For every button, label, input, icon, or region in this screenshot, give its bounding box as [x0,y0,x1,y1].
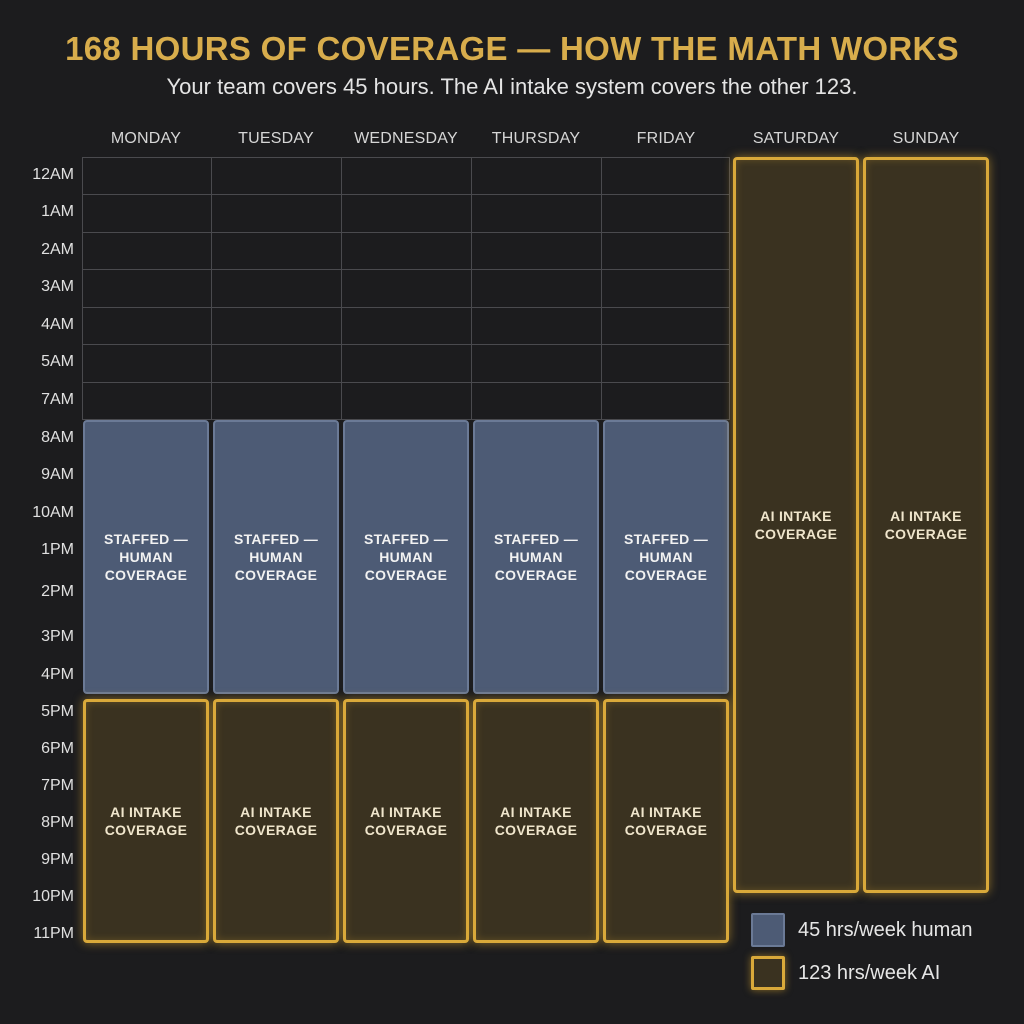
time-label: 4PM [41,666,74,683]
time-label: 2PM [41,583,74,600]
time-label: 10PM [32,888,74,905]
grid-line [601,157,602,420]
grid-line [82,344,730,345]
page-subtitle: Your team covers 45 hours. The AI intake… [166,74,858,99]
grid-line [82,194,730,195]
grid-line [82,232,730,233]
legend-human-swatch [751,913,785,947]
grid-line [471,157,472,420]
block-label: STAFFED — HUMAN COVERAGE [363,531,449,583]
ai-coverage-block-friday: AI INTAKE COVERAGE [603,699,729,943]
day-header-monday: MONDAY [110,130,182,147]
time-label: 9AM [41,466,74,483]
legend-ai-swatch [751,956,785,990]
time-label: 3AM [41,278,74,295]
time-label: 8AM [41,429,74,446]
time-label: 4AM [41,316,74,333]
human-coverage-block-thursday: STAFFED — HUMAN COVERAGE [473,420,599,694]
time-label: 5PM [41,703,74,720]
time-label: 1AM [41,203,74,220]
block-label: AI INTAKE COVERAGE [624,804,708,838]
day-header-tuesday: TUESDAY [238,130,314,147]
ai-coverage-block-wednesday: AI INTAKE COVERAGE [343,699,469,943]
day-header-thursday: THURSDAY [491,130,581,147]
grid-line [82,269,730,270]
day-header-wednesday: WEDNESDAY [354,130,458,147]
block-label: AI INTAKE COVERAGE [234,804,318,838]
time-label: 8PM [41,814,74,831]
block-label: AI INTAKE COVERAGE [494,804,578,838]
block-label: STAFFED — HUMAN COVERAGE [233,531,319,583]
legend-human-label: 45 hrs/week human [798,919,973,941]
legend-ai-label: 123 hrs/week AI [798,962,941,984]
block-label: AI INTAKE COVERAGE [364,804,448,838]
human-coverage-block-monday: STAFFED — HUMAN COVERAGE [83,420,209,694]
time-label: 2AM [41,241,74,258]
time-label: 3PM [41,628,74,645]
human-coverage-block-wednesday: STAFFED — HUMAN COVERAGE [343,420,469,694]
ai-coverage-block-monday: AI INTAKE COVERAGE [83,699,209,943]
day-header-sunday: SUNDAY [892,130,960,147]
time-label: 9PM [41,851,74,868]
time-label: 12AM [32,166,74,183]
time-label: 1PM [41,541,74,558]
block-label: STAFFED — HUMAN COVERAGE [623,531,709,583]
grid-line [211,157,212,420]
ai-coverage-block-sunday: AI INTAKE COVERAGE [863,157,989,893]
time-label: 11PM [33,925,74,942]
time-label: 7AM [41,391,74,408]
ai-coverage-block-thursday: AI INTAKE COVERAGE [473,699,599,943]
human-coverage-block-friday: STAFFED — HUMAN COVERAGE [603,420,729,694]
time-label: 6PM [41,740,74,757]
ai-coverage-block-saturday: AI INTAKE COVERAGE [733,157,859,893]
block-label: STAFFED — HUMAN COVERAGE [103,531,189,583]
block-label: AI INTAKE COVERAGE [884,508,968,542]
day-header-saturday: SATURDAY [752,130,840,147]
block-label: AI INTAKE COVERAGE [104,804,188,838]
page-title: 168 HOURS OF COVERAGE — HOW THE MATH WOR… [65,30,959,67]
time-label: 7PM [41,777,74,794]
overnight-grid [82,157,730,420]
block-label: STAFFED — HUMAN COVERAGE [493,531,579,583]
ai-coverage-block-tuesday: AI INTAKE COVERAGE [213,699,339,943]
day-header-friday: FRIDAY [636,130,696,147]
time-label: 5AM [41,353,74,370]
block-label: AI INTAKE COVERAGE [754,508,838,542]
grid-line [82,307,730,308]
grid-line [341,157,342,420]
grid-line [82,382,730,383]
human-coverage-block-tuesday: STAFFED — HUMAN COVERAGE [213,420,339,694]
time-label: 10AM [32,504,74,521]
